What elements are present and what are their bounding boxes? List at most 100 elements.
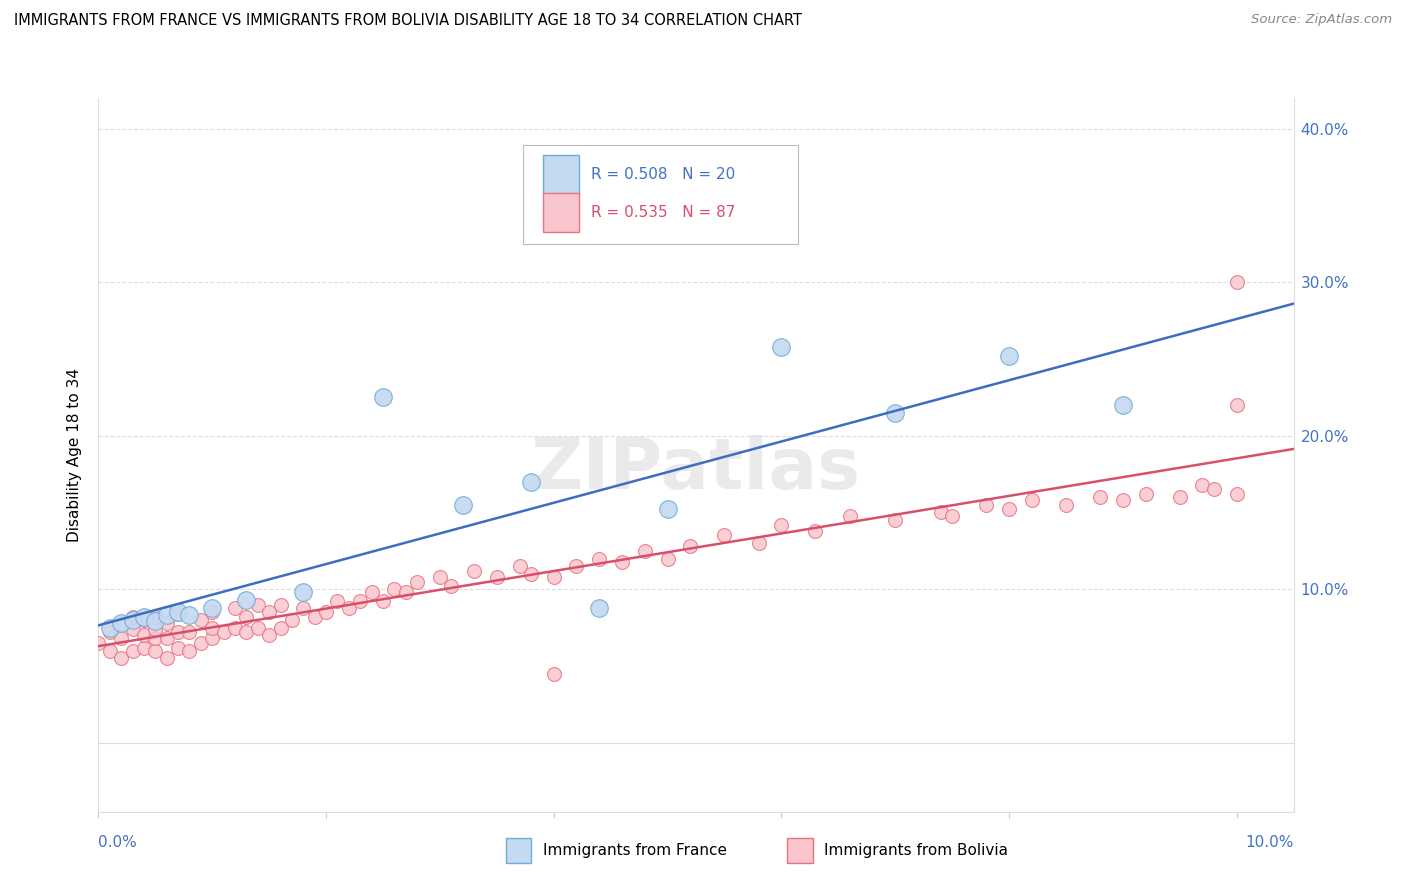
Text: R = 0.535   N = 87: R = 0.535 N = 87 [591, 205, 735, 220]
Point [110, 651, 132, 665]
Point [349, 594, 371, 608]
Y-axis label: Disability Age 18 to 34: Disability Age 18 to 34 [67, 368, 83, 542]
Point [304, 610, 326, 624]
Point [1226, 275, 1249, 289]
Point [1135, 487, 1157, 501]
Point [132, 613, 155, 627]
Point [429, 570, 451, 584]
Point [270, 621, 292, 635]
Point [679, 539, 702, 553]
Point [884, 513, 907, 527]
Point [974, 498, 997, 512]
Text: Source: ZipAtlas.com: Source: ZipAtlas.com [1251, 13, 1392, 27]
Text: Immigrants from France: Immigrants from France [543, 844, 727, 858]
Point [588, 551, 610, 566]
Point [451, 498, 474, 512]
Point [143, 632, 166, 646]
Text: Immigrants from Bolivia: Immigrants from Bolivia [824, 844, 1008, 858]
Point [998, 349, 1021, 363]
Point [281, 613, 304, 627]
Point [121, 622, 143, 636]
Point [110, 615, 132, 630]
Point [941, 508, 963, 523]
Point [201, 600, 224, 615]
Point [270, 598, 292, 612]
Point [748, 536, 770, 550]
Point [98, 625, 121, 640]
Point [543, 666, 565, 681]
Point [257, 628, 280, 642]
Point [246, 598, 269, 612]
Point [235, 610, 257, 624]
Point [657, 502, 679, 516]
Point [1112, 398, 1135, 412]
Point [406, 574, 429, 589]
Text: R = 0.508   N = 20: R = 0.508 N = 20 [591, 168, 735, 182]
Point [156, 615, 179, 630]
Point [98, 643, 121, 657]
Point [520, 566, 543, 581]
Point [770, 517, 793, 532]
Point [167, 640, 190, 655]
Point [440, 579, 463, 593]
Point [395, 585, 418, 599]
Point [1054, 498, 1077, 512]
Text: 10.0%: 10.0% [1246, 836, 1294, 850]
Point [201, 621, 224, 635]
Point [1202, 483, 1225, 497]
Point [315, 605, 337, 619]
Point [143, 610, 166, 624]
Point [132, 610, 155, 624]
Point [201, 605, 224, 619]
Point [121, 643, 143, 657]
Point [167, 605, 190, 619]
Point [143, 615, 166, 629]
Point [713, 528, 735, 542]
Point [201, 632, 224, 646]
Point [485, 570, 508, 584]
Point [190, 636, 212, 650]
FancyBboxPatch shape [523, 145, 797, 244]
Point [292, 585, 315, 599]
Point [998, 502, 1021, 516]
Point [463, 564, 485, 578]
Point [657, 551, 679, 566]
Point [326, 594, 349, 608]
Point [1088, 490, 1111, 504]
Point [565, 559, 588, 574]
Point [292, 600, 315, 615]
Point [110, 615, 132, 630]
FancyBboxPatch shape [543, 155, 579, 194]
Point [588, 600, 610, 615]
Point [179, 625, 201, 640]
Point [1021, 493, 1043, 508]
Point [1191, 478, 1213, 492]
Point [770, 340, 793, 354]
Point [1226, 398, 1249, 412]
Text: 0.0%: 0.0% [98, 836, 138, 850]
FancyBboxPatch shape [543, 193, 579, 232]
Point [110, 632, 132, 646]
Point [179, 643, 201, 657]
Point [360, 585, 382, 599]
Point [143, 622, 166, 636]
Point [257, 605, 280, 619]
Point [121, 613, 143, 627]
Point [132, 628, 155, 642]
Point [235, 593, 257, 607]
Text: ZIPatlas: ZIPatlas [531, 434, 860, 504]
Point [509, 559, 531, 574]
Point [520, 475, 543, 489]
Point [371, 390, 394, 404]
Point [156, 632, 179, 646]
Point [143, 643, 166, 657]
Point [190, 613, 212, 627]
Point [121, 610, 143, 624]
Point [543, 570, 565, 584]
Point [634, 544, 657, 558]
Point [179, 608, 201, 623]
Point [156, 608, 179, 623]
Point [224, 621, 246, 635]
Point [804, 524, 827, 538]
Point [167, 607, 190, 621]
